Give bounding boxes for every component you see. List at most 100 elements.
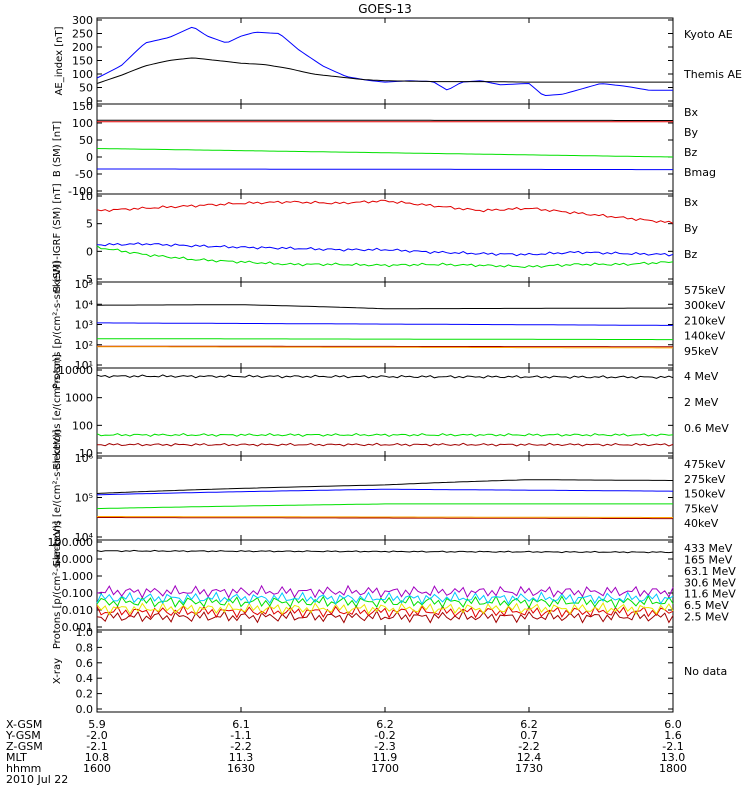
x-axis-value: 6.1 bbox=[232, 718, 250, 731]
no-data-note: No data bbox=[684, 665, 727, 678]
x-axis-value: 5.9 bbox=[88, 718, 106, 731]
y-tick-label: -50 bbox=[75, 168, 93, 181]
x-axis-value: 12.4 bbox=[517, 751, 542, 764]
x-axis-value: 0.7 bbox=[520, 729, 538, 742]
legend-label: 575keV bbox=[684, 284, 726, 297]
y-tick-label: 200 bbox=[72, 41, 93, 54]
y-tick-label: 0.001 bbox=[62, 621, 94, 634]
legend-label: 2.5 MeV bbox=[684, 611, 729, 624]
y-tick-label: 10² bbox=[75, 339, 93, 352]
y-axis-label: Electrons [e/(cm²-s-sr)] bbox=[52, 354, 63, 470]
series-line bbox=[97, 346, 673, 349]
legend-label: 63.1 MeV bbox=[684, 565, 736, 578]
legend-label: By bbox=[684, 126, 699, 139]
y-tick-label: 0.0 bbox=[76, 703, 94, 716]
y-axis-label: AE_index [nT] bbox=[54, 26, 65, 95]
x-axis-value: -2.0 bbox=[86, 729, 107, 742]
legend-label: 210keV bbox=[684, 314, 726, 327]
series-line bbox=[97, 168, 673, 171]
y-tick-label: 1.0 bbox=[76, 626, 94, 639]
y-tick-label: 10 bbox=[79, 447, 93, 460]
series-line bbox=[96, 199, 674, 224]
panel-frame bbox=[96, 367, 674, 457]
legend-label: 6.5 MeV bbox=[684, 599, 729, 612]
y-tick-label: 50 bbox=[79, 82, 93, 95]
x-axis-value: 1700 bbox=[371, 762, 399, 775]
y-tick-label: 0 bbox=[86, 151, 93, 164]
x-axis-value: 6.2 bbox=[520, 718, 538, 731]
y-axis-label: Electrons [e/(cm²-s-sr-keV)] bbox=[52, 429, 63, 566]
series-line bbox=[96, 374, 674, 379]
panel-frame bbox=[96, 103, 674, 195]
x-axis-value: 6.0 bbox=[664, 718, 682, 731]
y-axis-label: Protons [p/(cm²-s-sr-keV)] bbox=[52, 521, 63, 649]
y-tick-label: 10000 bbox=[58, 364, 93, 377]
series-line bbox=[97, 322, 673, 326]
y-tick-label: 10 bbox=[79, 190, 93, 203]
x-axis-value: 1630 bbox=[227, 762, 255, 775]
series-line bbox=[97, 516, 673, 518]
x-axis-row-label: hhmm bbox=[6, 762, 41, 775]
y-tick-label: 300 bbox=[72, 14, 93, 27]
legend-label: Bx bbox=[684, 106, 699, 119]
series-line bbox=[97, 517, 673, 520]
y-tick-label: 1.000 bbox=[62, 570, 94, 583]
y-tick-label: 10³ bbox=[75, 319, 93, 332]
y-axis-label: B (SM)-IGRF (SM) [nT] bbox=[52, 183, 63, 292]
panel-frame bbox=[96, 455, 674, 541]
legend-label: 4 MeV bbox=[684, 370, 719, 383]
legend-label: 40keV bbox=[684, 517, 719, 530]
series-line bbox=[96, 549, 674, 554]
x-axis-value: -2.2 bbox=[230, 740, 251, 753]
series-line bbox=[96, 584, 674, 599]
x-axis-value: 10.8 bbox=[85, 751, 110, 764]
x-axis-row-label: Y-GSM bbox=[5, 729, 41, 742]
x-axis-value: 6.2 bbox=[376, 718, 394, 731]
series-line bbox=[96, 601, 674, 616]
legend-label: Bz bbox=[684, 248, 698, 261]
y-tick-label: 10.000 bbox=[55, 553, 94, 566]
y-tick-label: 150 bbox=[72, 100, 93, 113]
legend-label: 30.6 MeV bbox=[684, 576, 736, 589]
y-tick-label: 10⁴ bbox=[75, 298, 94, 311]
y-tick-label: 0.100 bbox=[62, 587, 94, 600]
x-axis-value: 11.3 bbox=[229, 751, 254, 764]
date-label: 2010 Jul 22 bbox=[6, 773, 68, 786]
series-line bbox=[96, 442, 674, 447]
series-line bbox=[96, 242, 674, 257]
y-tick-label: -5 bbox=[82, 273, 93, 286]
legend-label: 475keV bbox=[684, 458, 726, 471]
legend-label: Bx bbox=[684, 196, 699, 209]
x-axis-value: 1.6 bbox=[664, 729, 682, 742]
legend-label: 11.6 MeV bbox=[684, 588, 736, 601]
y-tick-label: 10¹ bbox=[75, 359, 93, 372]
legend-label: Bmag bbox=[684, 166, 716, 179]
series-line bbox=[96, 488, 674, 496]
legend-label: Themis AE bbox=[683, 68, 742, 81]
x-axis-value: -2.3 bbox=[374, 740, 395, 753]
x-axis-row-label: Z-GSM bbox=[6, 740, 43, 753]
series-line bbox=[97, 304, 673, 310]
legend-label: Kyoto AE bbox=[684, 28, 733, 41]
y-tick-label: 0 bbox=[86, 95, 93, 108]
y-tick-label: 0.010 bbox=[62, 604, 94, 617]
y-tick-label: 0.8 bbox=[76, 641, 94, 654]
x-axis-value: -2.2 bbox=[518, 740, 539, 753]
y-tick-label: 10⁴ bbox=[75, 531, 94, 544]
legend-label: 165 MeV bbox=[684, 553, 733, 566]
y-tick-label: 0.2 bbox=[76, 688, 94, 701]
legend-label: 95keV bbox=[684, 345, 719, 358]
y-tick-label: 10⁵ bbox=[75, 492, 93, 505]
y-tick-label: 100 bbox=[72, 117, 93, 130]
legend-label: By bbox=[684, 222, 699, 235]
series-line bbox=[96, 57, 673, 84]
x-axis-value: 1730 bbox=[515, 762, 543, 775]
legend-label: 140keV bbox=[684, 330, 726, 343]
x-axis-value: -0.2 bbox=[374, 729, 395, 742]
series-line bbox=[96, 604, 674, 619]
series-line bbox=[97, 345, 673, 348]
series-line bbox=[96, 595, 674, 609]
chart-title: GOES-13 bbox=[358, 2, 412, 16]
series-line bbox=[96, 591, 674, 606]
x-axis-value: -2.1 bbox=[86, 740, 107, 753]
